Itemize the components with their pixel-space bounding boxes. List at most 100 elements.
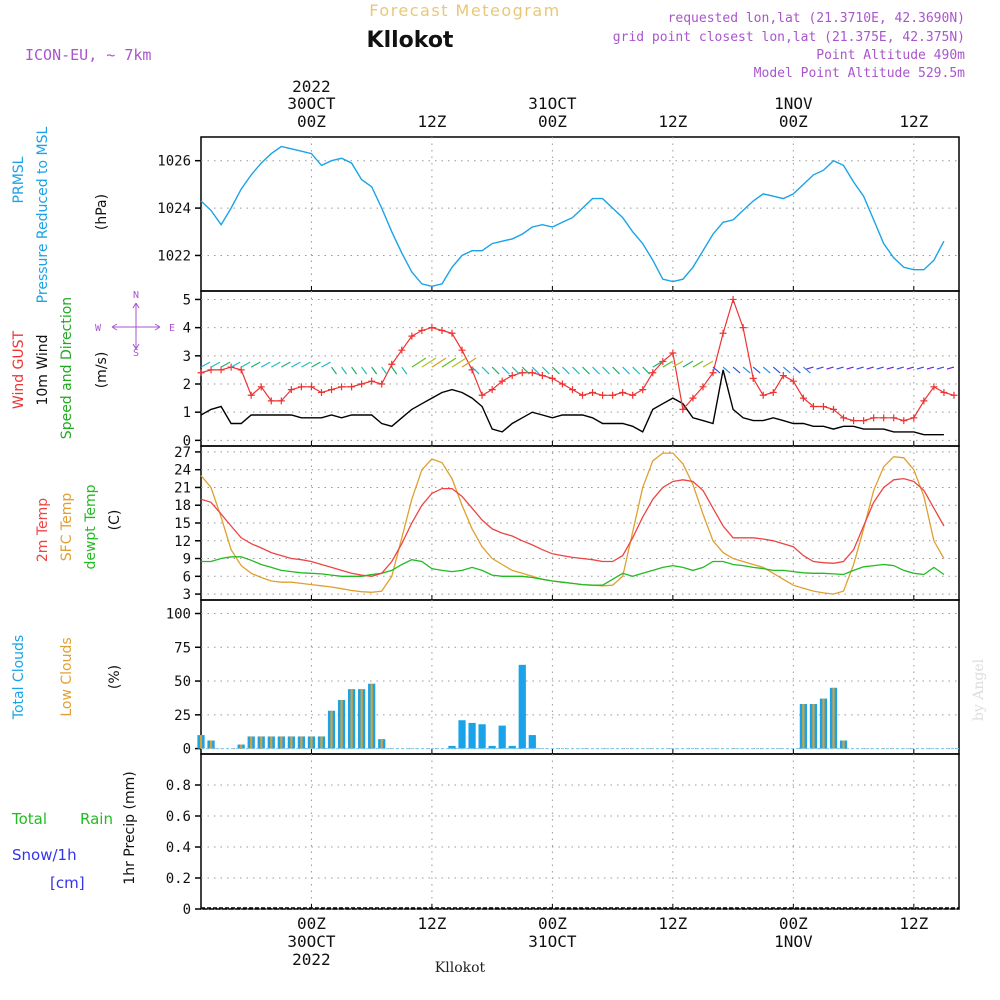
wind-direction-arrow xyxy=(220,361,231,368)
pressure-labels: PRMSL Pressure Reduced to MSL (hPa) xyxy=(11,126,110,303)
gust-marker xyxy=(950,391,958,399)
wind-direction-arrow xyxy=(381,366,388,375)
top-year-label: 2022 xyxy=(292,77,331,96)
wind-direction-arrow xyxy=(802,366,811,374)
wind-direction-arrow xyxy=(291,361,301,368)
gust-marker xyxy=(819,403,827,411)
gust-marker xyxy=(297,383,305,391)
footer-station: Kllokot xyxy=(435,960,486,976)
pressure-unit: (hPa) xyxy=(94,194,110,230)
wind-direction-arrow xyxy=(351,366,358,375)
y-tick-label: 75 xyxy=(174,640,191,656)
wind-direction-arrow xyxy=(846,366,854,370)
wind-direction-arrow xyxy=(391,366,398,375)
y-tick-label: 2 xyxy=(183,377,191,393)
low-cloud-bar xyxy=(250,736,253,749)
gust-marker xyxy=(579,391,587,399)
low-cloud-bar xyxy=(280,736,283,749)
wind-direction-arrow xyxy=(371,366,378,375)
gust-marker xyxy=(538,372,546,380)
panel-frame xyxy=(200,136,960,292)
model-point-altitude: Model Point Altitude 529.5m xyxy=(754,66,965,81)
rain-label-rain: Rain xyxy=(80,810,113,828)
wind-direction-arrow xyxy=(582,366,590,375)
gust-marker xyxy=(307,383,315,391)
y-tick-label: 25 xyxy=(174,708,191,724)
wind-direction-arrow xyxy=(672,360,684,368)
gust-marker xyxy=(568,386,576,394)
y-tick-label: 4 xyxy=(183,321,191,337)
wind-direction-arrow xyxy=(692,360,704,368)
low-cloud-bar xyxy=(340,699,343,749)
gust-marker xyxy=(709,369,717,377)
wind-direction-arrow xyxy=(652,360,664,368)
wind-direction-arrow xyxy=(662,360,674,368)
wind-direction-arrow xyxy=(230,361,241,368)
wind-direction-arrow xyxy=(421,357,437,368)
station-title: Kllokot xyxy=(367,28,454,53)
y-tick-label: 0 xyxy=(183,433,191,449)
panel-frame xyxy=(200,753,960,910)
bottom-time-label: 12Z xyxy=(658,914,687,933)
gust-marker xyxy=(558,380,566,388)
wind-direction-arrow xyxy=(886,366,894,370)
gust-marker xyxy=(257,383,265,391)
gust-marker xyxy=(317,388,325,396)
gust-marker xyxy=(609,391,617,399)
bottom-time-label: 00Z xyxy=(297,914,326,933)
wind-direction-arrow xyxy=(521,366,530,375)
gust-marker xyxy=(338,383,346,391)
gust-marker xyxy=(930,383,938,391)
y-tick-label: 1022 xyxy=(157,248,191,264)
low-cloud-bar xyxy=(812,704,815,749)
gust-marker xyxy=(860,417,868,425)
total-cloud-bar xyxy=(448,745,456,749)
total-cloud-bar xyxy=(498,725,506,749)
gust-marker xyxy=(378,380,386,388)
gust-marker xyxy=(639,386,647,394)
wind-direction-arrow xyxy=(562,366,570,375)
wind-direction-arrow xyxy=(856,366,864,370)
gust-marker xyxy=(649,369,657,377)
wind-direction-arrow xyxy=(572,366,580,375)
panel-frame xyxy=(200,290,960,447)
low-cloud-bar xyxy=(832,687,835,749)
precip-labels: Total Rain Snow/1h [cm] 1hr Precip (mm) xyxy=(11,771,138,892)
panel-frame xyxy=(200,599,960,755)
cloud-labels: Total Clouds Low Clouds (%) xyxy=(11,635,123,720)
wind-direction-arrow xyxy=(926,366,935,370)
wind-direction-arrow xyxy=(210,361,221,368)
y-tick-label: 1026 xyxy=(157,154,191,170)
temp-unit: (C) xyxy=(107,510,123,531)
wind-direction-arrow xyxy=(451,357,467,368)
y-tick-label: 3 xyxy=(183,349,191,365)
top-time-label: 12Z xyxy=(417,112,446,131)
gust-marker xyxy=(528,369,536,377)
wind-direction-arrow xyxy=(501,366,510,375)
wind-direction-arrow xyxy=(612,366,621,375)
gust-marker xyxy=(890,414,898,422)
gust-marker xyxy=(277,397,285,405)
gust-marker xyxy=(759,391,767,399)
top-time-label: 00Z xyxy=(779,112,808,131)
gust-marker xyxy=(287,386,295,394)
y-tick-label: 0.6 xyxy=(166,809,191,825)
wind-direction-arrow xyxy=(876,366,884,370)
gust-marker xyxy=(518,369,526,377)
gust-marker xyxy=(388,360,396,368)
wind-unit: (m/s) xyxy=(94,352,110,389)
gust-marker xyxy=(418,326,426,334)
top-date-label: 30OCT xyxy=(287,94,336,113)
gust-marker xyxy=(438,326,446,334)
watermark: by Angel xyxy=(971,658,987,721)
top-time-label: 00Z xyxy=(297,112,326,131)
gust-marker xyxy=(458,346,466,354)
y-tick-label: 15 xyxy=(174,516,191,532)
low-cloud-bar xyxy=(330,710,333,749)
wind-direction-arrow xyxy=(792,366,801,374)
wind-direction-arrow xyxy=(896,366,904,370)
wind-direction-arrow xyxy=(240,361,251,368)
